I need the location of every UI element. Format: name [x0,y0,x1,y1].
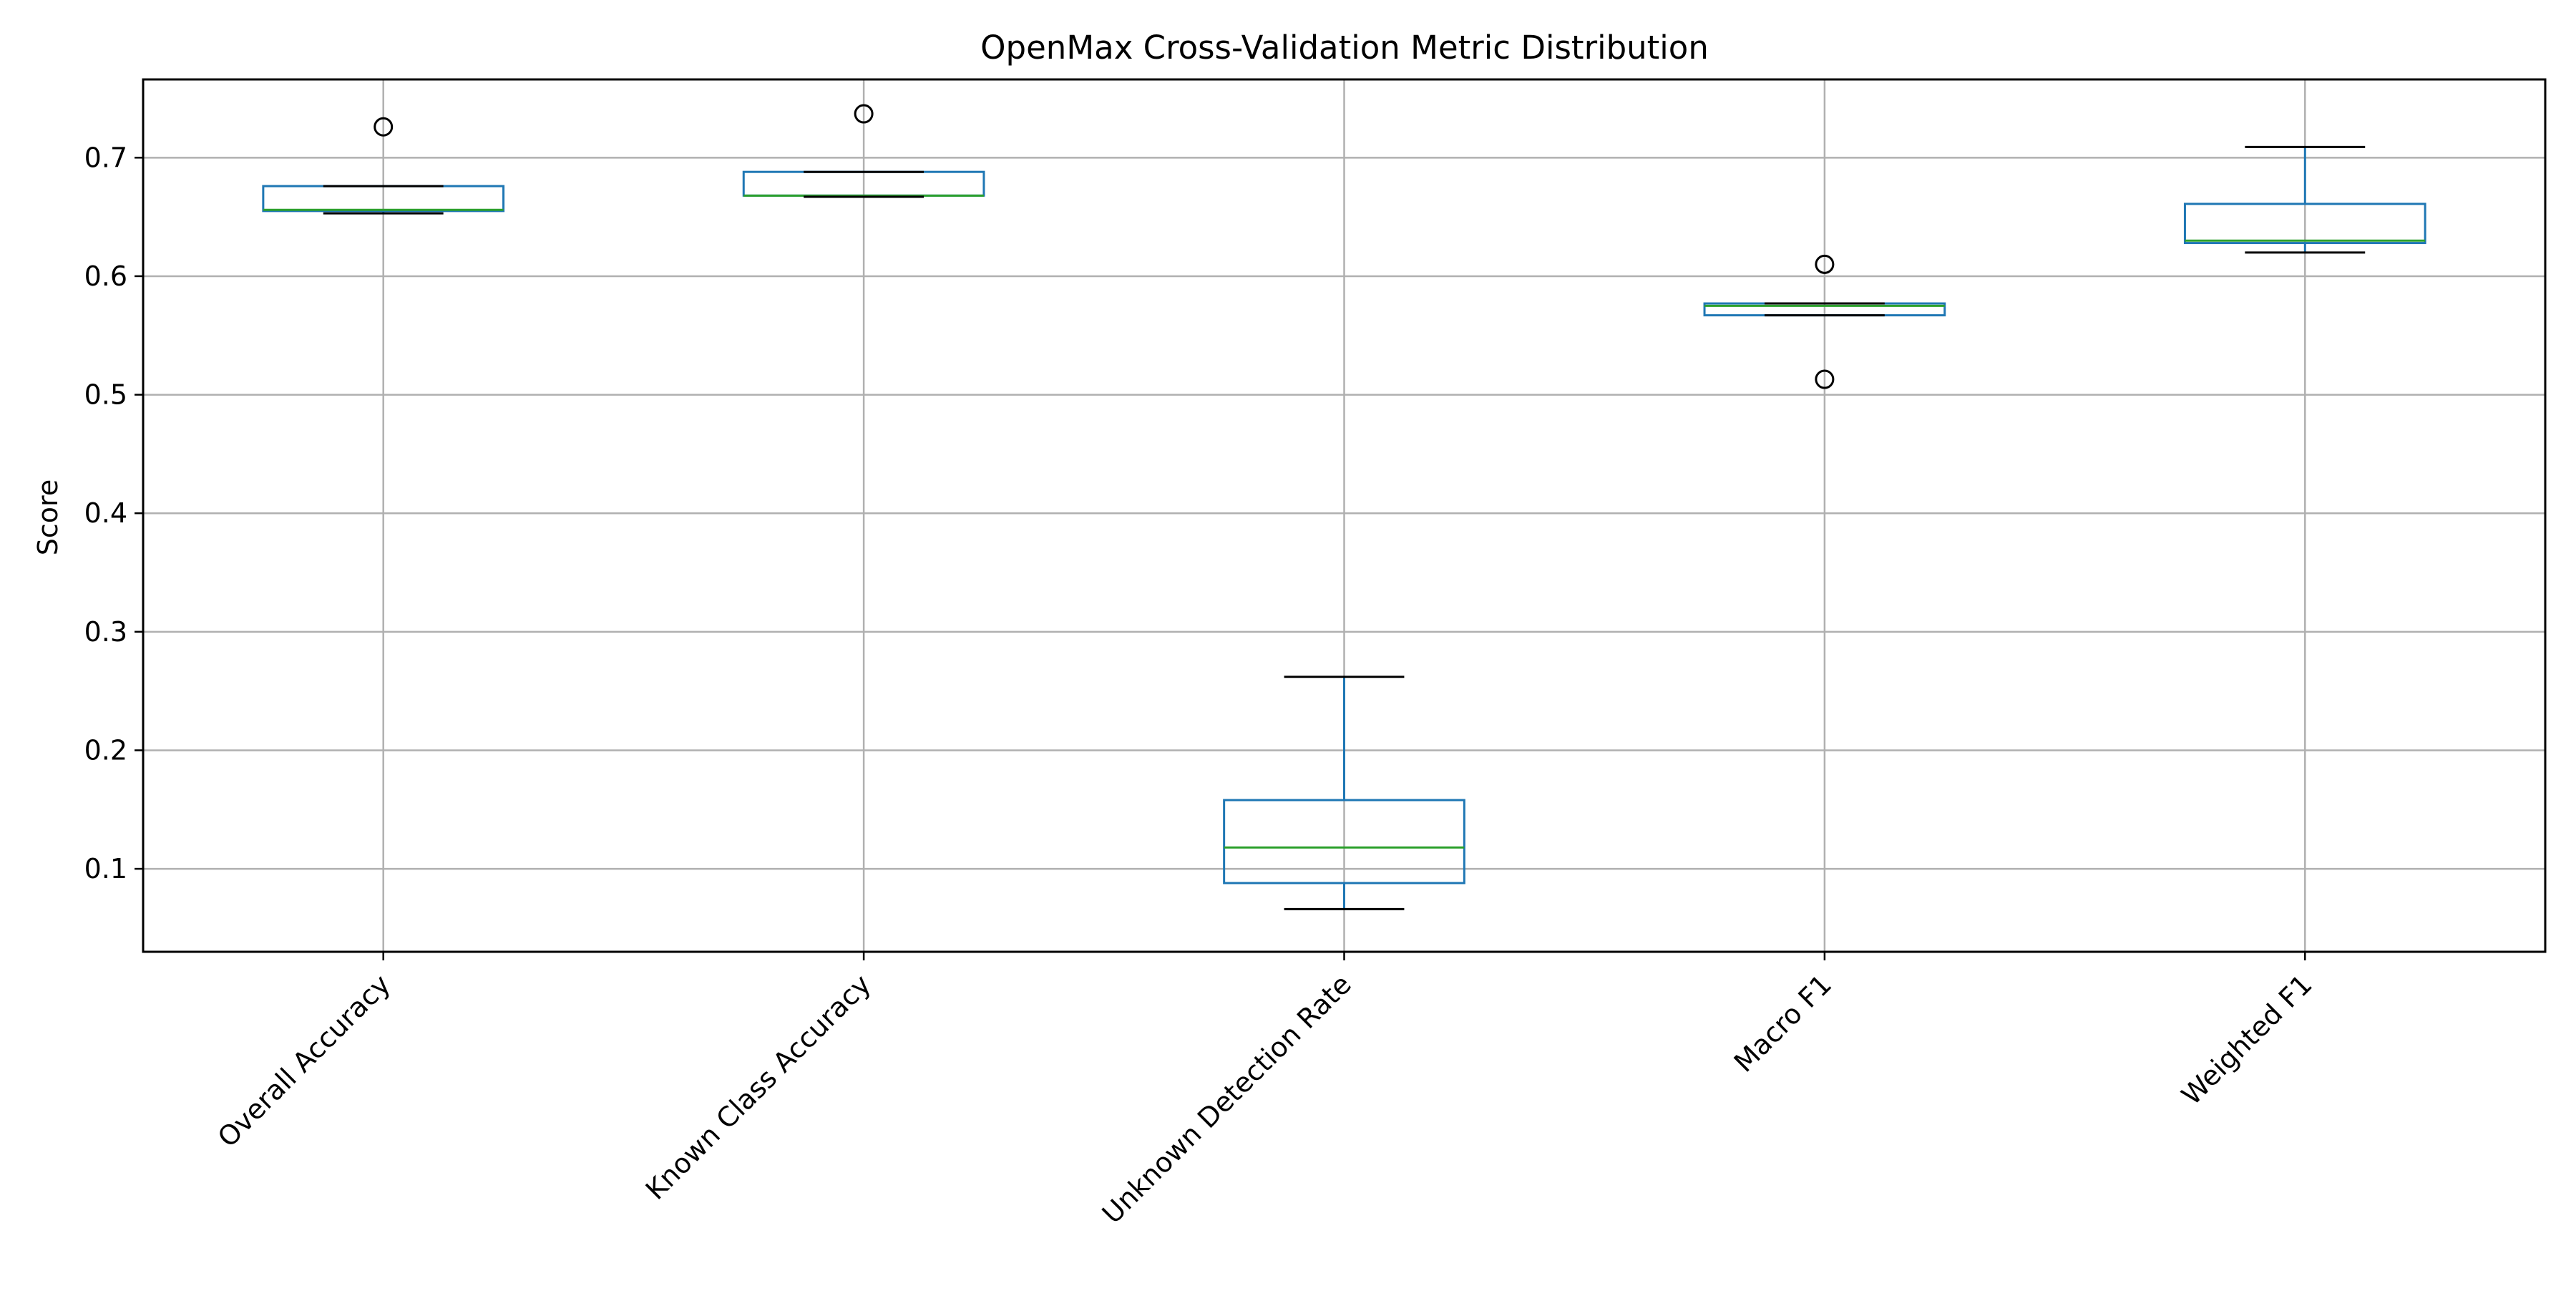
box-group [742,104,985,198]
outlier-point [854,104,874,124]
y-tick-label: 0.5 [84,379,127,411]
outlier-point [374,117,394,137]
outlier-point [1815,369,1835,389]
box-group [2183,145,2426,254]
box-group [262,117,505,215]
iqr-box [1223,799,1465,885]
y-axis-label: Score [32,479,64,555]
box-layer [262,104,2426,910]
box-group [1703,254,1946,389]
box-group [1223,676,1465,910]
y-tick-label: 0.4 [84,497,127,529]
y-tick-label: 0.2 [84,734,127,766]
y-tick-label: 0.6 [84,260,127,292]
y-tick-label: 0.3 [84,616,127,648]
y-tick-label: 0.7 [84,142,127,173]
iqr-box [2183,203,2426,245]
chart-title: OpenMax Cross-Validation Metric Distribu… [980,29,1709,67]
outlier-point [1815,254,1835,274]
y-tick-label: 0.1 [84,853,127,885]
